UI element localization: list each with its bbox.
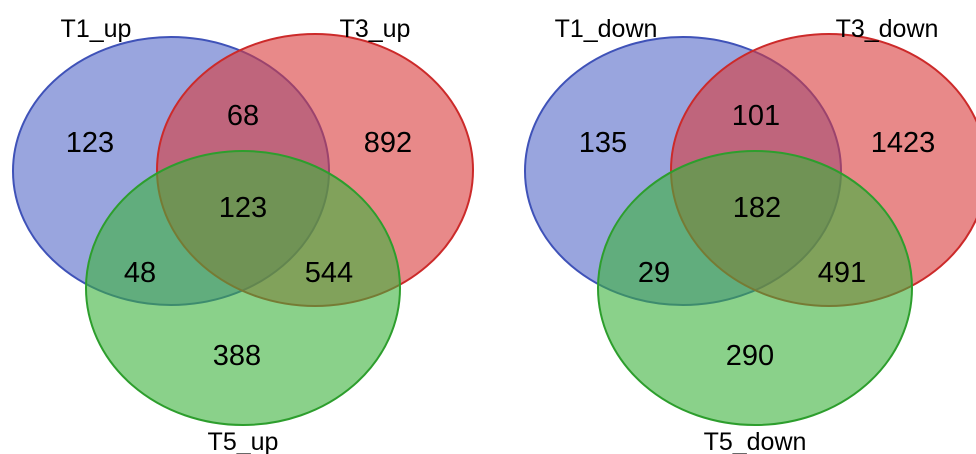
set-ellipse-t5-down	[597, 150, 913, 426]
set-label-t5-up: T5_up	[208, 428, 279, 454]
count-all-down: 182	[733, 192, 781, 224]
count-t3-only-up: 892	[364, 127, 412, 159]
count-t1-t3-down: 101	[732, 100, 780, 132]
count-t3-t5-down: 491	[818, 257, 866, 289]
count-all-up: 123	[219, 192, 267, 224]
count-t1-t5-down: 29	[638, 257, 670, 289]
count-t1-t3-up: 68	[227, 100, 259, 132]
set-label-t3-down: T3_down	[836, 15, 939, 43]
count-t1-t5-up: 48	[124, 257, 156, 289]
count-t3-only-down: 1423	[871, 127, 936, 159]
set-label-t1-up: T1_up	[61, 15, 132, 43]
set-label-t1-down: T1_down	[555, 15, 658, 43]
count-t5-only-up: 388	[213, 340, 261, 372]
set-ellipse-t5-up	[85, 150, 401, 426]
venn-diagram-up: T1_up T3_up T5_up 123 68 892 123 48 544 …	[12, 15, 474, 454]
count-t1-only-up: 123	[66, 127, 114, 159]
count-t5-only-down: 290	[726, 340, 774, 372]
count-t3-t5-up: 544	[305, 257, 353, 289]
count-t1-only-down: 135	[579, 127, 627, 159]
set-label-t5-down: T5_down	[704, 428, 807, 454]
venn-diagram-down: T1_down T3_down T5_down 135 101 1423 182…	[524, 15, 976, 454]
set-label-t3-up: T3_up	[340, 15, 411, 43]
